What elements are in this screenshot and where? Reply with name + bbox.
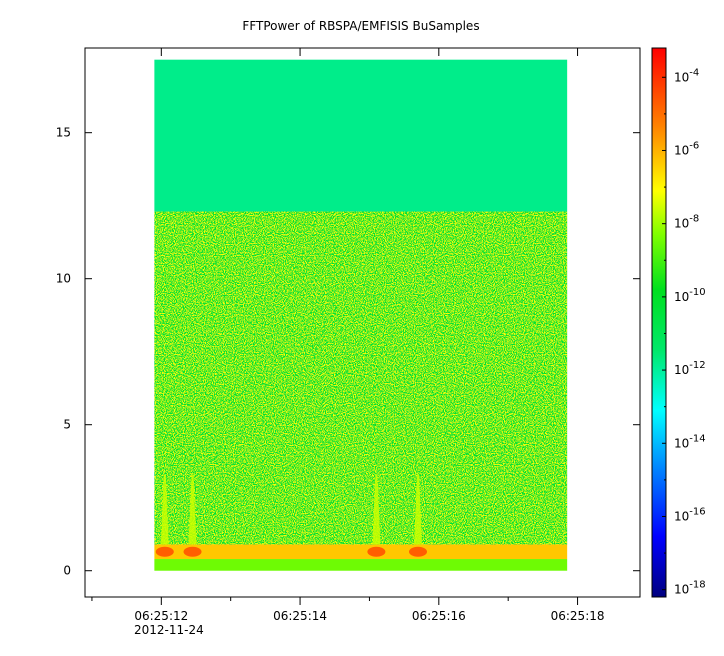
burst-core-1: [183, 546, 202, 557]
burst-0: [160, 474, 169, 545]
y-tick-label: 0: [63, 564, 71, 578]
colorbar-tick-label: 10-6: [674, 140, 699, 157]
colorbar: [651, 47, 667, 598]
bursts: [155, 474, 427, 557]
burst-1: [188, 474, 197, 545]
heatmap-region-1: [154, 211, 568, 545]
colorbar-tick-label: 10-8: [674, 214, 699, 231]
burst-core-3: [409, 546, 427, 557]
y-tick-label: 10: [56, 272, 71, 286]
x-tick-label: 06:25:18: [551, 609, 605, 623]
colorbar-tick-label: 10-18: [674, 580, 706, 597]
colorbar-tick-label: 10-12: [674, 360, 706, 377]
x-axis: 06:25:12 06:25:14 06:25:16 06:25:18: [91, 48, 605, 623]
x-date-label: 2012-11-24: [134, 623, 204, 637]
burst-core-2: [367, 546, 386, 557]
x-tick-label: 06:25:12: [134, 609, 188, 623]
burst-3: [414, 474, 422, 545]
colorbar-tick-label: 10-14: [674, 433, 706, 450]
y-tick-label: 15: [56, 126, 71, 140]
colorbar-tick-label: 10-4: [674, 67, 699, 84]
x-tick-label: 06:25:16: [412, 609, 466, 623]
colorbar-tick-label: 10-10: [674, 287, 706, 304]
burst-2: [372, 474, 381, 545]
heatmap-region-2: [154, 544, 568, 560]
colorbar-axis: 10-18 10-16 10-14 10-12 10-10 10-8 10-6 10-4: [662, 67, 706, 597]
y-tick-label: 5: [63, 418, 71, 432]
x-tick-label: 06:25:14: [273, 609, 327, 623]
burst-core-0: [155, 546, 174, 557]
y-axis: 0 5 10 15: [56, 126, 640, 578]
heatmap-region-0: [154, 59, 568, 212]
heatmap: [154, 59, 568, 571]
heatmap-region-3: [154, 559, 568, 571]
chart-title: FFTPower of RBSPA/EMFISIS BuSamples: [242, 19, 479, 33]
colorbar-tick-label: 10-16: [674, 506, 706, 523]
